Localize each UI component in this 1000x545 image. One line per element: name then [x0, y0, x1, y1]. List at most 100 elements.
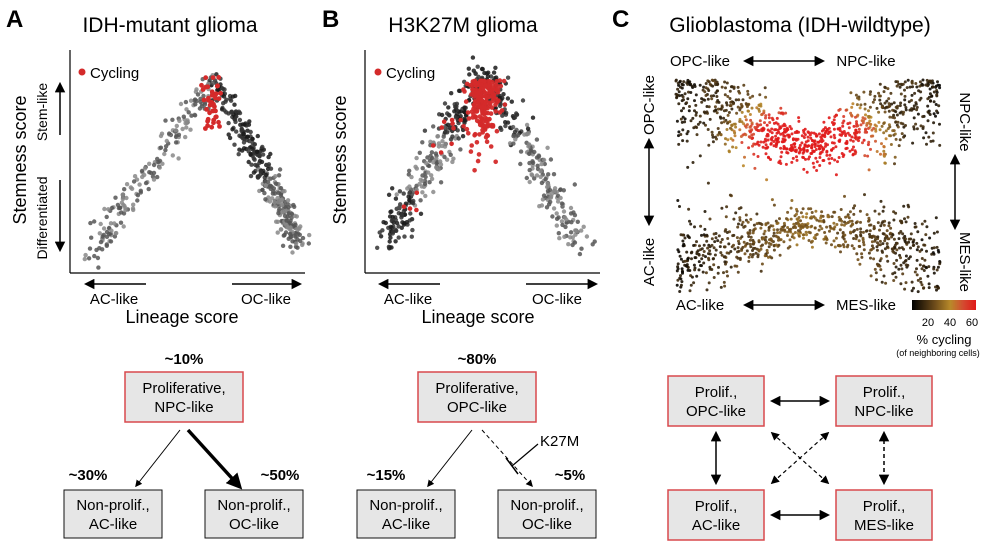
panel-c-cell-dot: [752, 223, 756, 227]
panel-c-colorbar-sublabel: (of neighboring cells): [896, 348, 980, 358]
panel-c-cell-dot: [794, 226, 798, 230]
panel-c-cell-dot: [869, 223, 873, 227]
panel-b-cycling-dot: [494, 128, 500, 134]
panel-c-cell-dot: [772, 144, 776, 148]
panel-c-cell-dot: [724, 86, 727, 90]
panel-b-cell-dot: [407, 184, 412, 189]
panel-c-cell-dot: [817, 132, 821, 136]
panel-c-cell-dot: [889, 91, 893, 95]
panel-c-cell-dot: [865, 122, 869, 125]
panel-a-cell-dot: [98, 239, 104, 245]
panel-c-cell-dot: [832, 227, 835, 231]
panel-c-cell-dot: [703, 227, 707, 231]
panel-b-cycling-dot: [481, 78, 487, 84]
panel-a-cell-dot: [180, 126, 185, 132]
panel-c-cell-dot: [892, 210, 896, 214]
panel-c-cell-dot: [846, 214, 850, 218]
panel-b-cycling-dot: [472, 94, 477, 99]
panel-b-cell-dot: [505, 96, 511, 101]
panel-b-cell-dot: [462, 105, 467, 110]
panel-a-cell-dot: [107, 231, 112, 237]
panel-c-cell-dot: [736, 225, 740, 229]
panel-c-cell-dot: [766, 155, 770, 159]
panel-b-letter: B: [322, 6, 339, 33]
panel-c-cell-dot: [702, 85, 706, 89]
panel-c-cell-dot: [807, 230, 811, 234]
panel-c-cell-dot: [804, 215, 808, 219]
panel-a-cycling-dot: [209, 89, 215, 95]
panel-b-cell-dot: [494, 75, 499, 80]
panel-c-cell-dot: [848, 219, 852, 223]
panel-c-cell-dot: [904, 108, 908, 112]
panel-c-cell-dot: [868, 105, 872, 109]
panel-c-cell-dot: [877, 110, 881, 114]
panel-c-cell-dot: [827, 116, 831, 120]
panel-c-cell-dot: [862, 240, 865, 244]
panel-b-cell-dot: [443, 125, 448, 130]
panel-c-cell-dot: [730, 245, 734, 249]
panel-c-cell-dot: [889, 143, 893, 146]
panel-c-cell-dot: [772, 228, 776, 232]
panel-b-cell-dot: [420, 190, 425, 195]
panel-a-cycling-dot: [216, 119, 221, 125]
panel-b-cell-dot: [575, 219, 580, 224]
panel-c-cell-dot: [772, 231, 776, 235]
panel-a-cell-dot: [106, 207, 111, 212]
panel-b: B H3K27M glioma Cycling Stemness score A…: [322, 6, 600, 539]
panel-b-cell-dot: [402, 234, 407, 239]
panel-b-cycling-dot: [498, 83, 504, 89]
panel-c-cell-dot: [676, 278, 680, 282]
panel-c-cell-dot: [722, 255, 726, 259]
panel-c-cell-dot: [706, 97, 710, 101]
panel-a-cell-dot: [284, 222, 289, 228]
panel-c-right-top: NPC-like: [956, 92, 973, 151]
panel-a-cell-dot: [143, 180, 149, 186]
panel-b-cycling-dot: [441, 119, 447, 124]
panel-c-cell-dot: [802, 233, 806, 237]
panel-c-cell-dot: [798, 143, 802, 147]
panel-a-title: IDH-mutant glioma: [82, 14, 257, 37]
panel-a-cell-dot: [276, 200, 281, 205]
panel-a-cell-dot: [293, 234, 298, 239]
panel-a-cell-dot: [100, 247, 105, 252]
panel-c-cell-dot: [794, 137, 798, 141]
panel-c-cell-dot: [747, 109, 750, 113]
panel-b-cell-dot: [442, 101, 448, 106]
panel-c-cell-dot: [680, 109, 683, 113]
panel-b-cell-dot: [401, 222, 407, 227]
panel-c-cell-dot: [751, 94, 755, 98]
panel-b-cycling-dot: [501, 78, 507, 84]
panel-c-cell-dot: [868, 92, 872, 96]
panel-c-cell-dot: [902, 135, 906, 139]
panel-c-cell-dot: [848, 210, 852, 214]
panel-c-cell-dot: [811, 161, 815, 165]
panel-c-cell-dot: [869, 147, 872, 151]
panel-c-cell-dot: [834, 145, 838, 149]
panel-c-cell-dot: [716, 127, 720, 130]
panel-c-cell-dot: [706, 87, 710, 91]
panel-b-cell-dot: [538, 174, 543, 180]
panel-c-cell-dot: [862, 119, 865, 123]
panel-c-cell-dot: [731, 102, 735, 106]
panel-c-bottom-left: AC-like: [676, 297, 724, 314]
panel-c-cell-dot: [713, 105, 717, 109]
panel-b-cycling-dot: [477, 132, 482, 137]
panel-c-cell-dot: [915, 267, 918, 271]
panel-c-cell-dot: [756, 255, 760, 259]
panel-c-cell-dot: [839, 208, 843, 211]
panel-c-cell-dot: [690, 257, 693, 261]
panel-c-cell-dot: [930, 252, 934, 256]
panel-c-cell-dot: [815, 160, 819, 164]
panel-c-cell-dot: [802, 136, 806, 139]
panel-c-cell-dot: [914, 122, 918, 126]
panel-c-cell-dot: [707, 281, 711, 285]
panel-c-cell-dot: [685, 250, 689, 254]
panel-c-cell-dot: [685, 264, 689, 268]
panel-c-cell-dot: [689, 283, 693, 287]
panel-c-cell-dot: [867, 251, 871, 255]
panel-b-cell-dot: [543, 177, 548, 182]
panel-c-cell-dot: [784, 111, 788, 115]
panel-c-cell-dot: [904, 220, 908, 224]
panel-b-cycling-dot: [451, 125, 456, 131]
panel-c-cell-dot: [708, 217, 712, 221]
